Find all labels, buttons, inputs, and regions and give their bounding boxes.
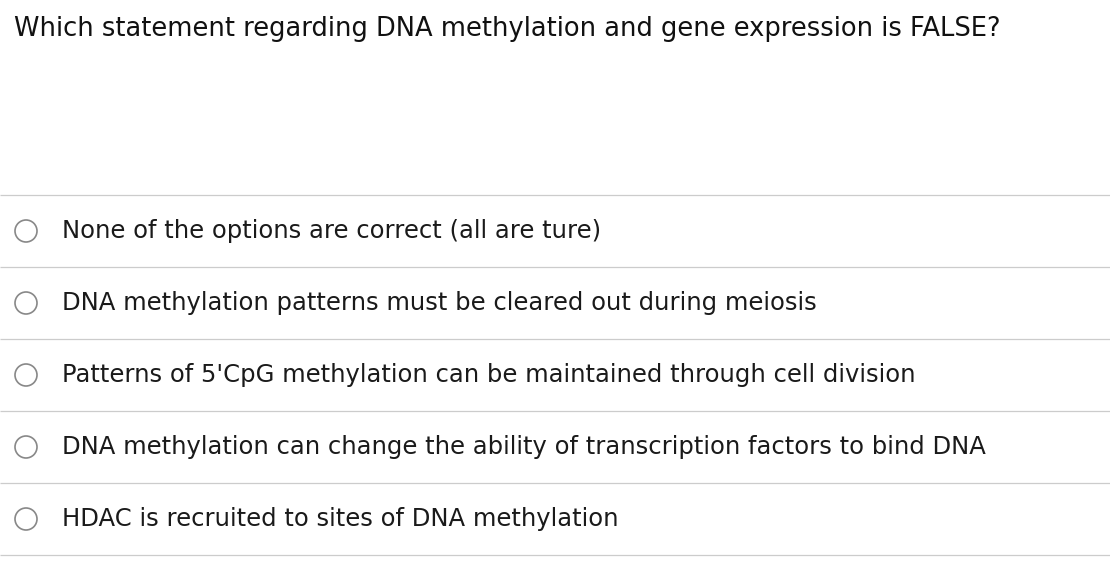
Text: DNA methylation patterns must be cleared out during meiosis: DNA methylation patterns must be cleared… xyxy=(62,291,817,315)
Text: Patterns of 5'CpG methylation can be maintained through cell division: Patterns of 5'CpG methylation can be mai… xyxy=(62,363,916,387)
Text: HDAC is recruited to sites of DNA methylation: HDAC is recruited to sites of DNA methyl… xyxy=(62,507,618,531)
Text: None of the options are correct (all are ture): None of the options are correct (all are… xyxy=(62,219,602,243)
Text: DNA methylation can change the ability of transcription factors to bind DNA: DNA methylation can change the ability o… xyxy=(62,435,986,459)
Text: Which statement regarding DNA methylation and gene expression is FALSE?: Which statement regarding DNA methylatio… xyxy=(14,16,1000,42)
